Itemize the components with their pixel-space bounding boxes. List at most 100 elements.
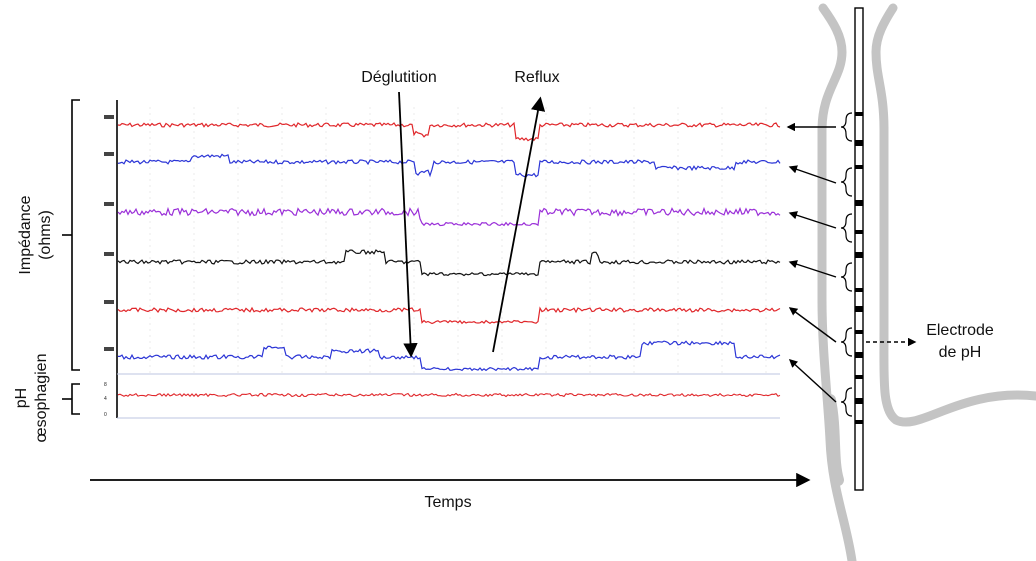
grid-dot <box>501 269 503 271</box>
grid-dot <box>193 329 195 331</box>
grid-dot <box>369 227 371 229</box>
grid-dot <box>545 365 547 367</box>
plot-area <box>116 100 780 419</box>
grid-dot <box>633 299 635 301</box>
grid-dot <box>501 227 503 229</box>
grid-dot <box>765 359 767 361</box>
grid-dot <box>765 317 767 319</box>
grid-dot <box>281 149 283 151</box>
grid-dot <box>677 251 679 253</box>
grid-dot <box>721 203 723 205</box>
grid-dot <box>633 263 635 265</box>
grid-dot <box>677 269 679 271</box>
grid-dot <box>721 281 723 283</box>
grid-dot <box>765 269 767 271</box>
grid-dot <box>633 251 635 253</box>
grid-dot <box>677 311 679 313</box>
grid-dot <box>369 233 371 235</box>
grid-dot <box>193 353 195 355</box>
grid-dot <box>765 293 767 295</box>
grid-dot <box>633 317 635 319</box>
deglutition-label: Déglutition <box>361 69 437 86</box>
grid-dot <box>677 281 679 283</box>
grid-dot <box>633 113 635 115</box>
grid-dot <box>501 197 503 199</box>
grid-dot <box>369 365 371 367</box>
grid-dot <box>193 269 195 271</box>
grid-dot <box>457 227 459 229</box>
grid-dot <box>721 227 723 229</box>
grid-dot <box>677 341 679 343</box>
grid-dot <box>677 335 679 337</box>
grid-dot <box>237 107 239 109</box>
grid-dot <box>677 359 679 361</box>
grid-dot <box>457 239 459 241</box>
grid-dot <box>501 113 503 115</box>
grid-dot <box>765 143 767 145</box>
grid-dot <box>545 137 547 139</box>
grid-dot <box>413 317 415 319</box>
grid-dot <box>501 137 503 139</box>
grid-dot <box>589 293 591 295</box>
grid-dot <box>369 305 371 307</box>
grid-dot <box>721 341 723 343</box>
grid-dot <box>721 293 723 295</box>
grid-dot <box>193 365 195 367</box>
impedance-rings <box>855 112 863 424</box>
grid-dot <box>633 191 635 193</box>
grid-dot <box>193 335 195 337</box>
grid-dot <box>765 299 767 301</box>
impedance-ring <box>855 352 863 358</box>
grid-dot <box>369 107 371 109</box>
grid-dot <box>281 185 283 187</box>
grid-dot <box>149 269 151 271</box>
grid-dot <box>325 179 327 181</box>
grid-dot <box>369 203 371 205</box>
grid-dot <box>281 353 283 355</box>
grid-dot <box>589 203 591 205</box>
grid-dot <box>369 293 371 295</box>
grid-dot <box>721 257 723 259</box>
grid-dot <box>589 143 591 145</box>
grid-dot <box>325 131 327 133</box>
grid-dot <box>369 137 371 139</box>
grid-dot <box>237 245 239 247</box>
grid-dot <box>413 221 415 223</box>
grid-dot <box>721 191 723 193</box>
grid-dot <box>413 233 415 235</box>
grid-dot <box>677 317 679 319</box>
segment-brace <box>840 262 853 292</box>
grid-dot <box>281 203 283 205</box>
impedance-unit-label: (ohms) <box>37 210 54 260</box>
grid-dot <box>281 227 283 229</box>
grid-dot <box>325 113 327 115</box>
grid-dot <box>545 179 547 181</box>
grid-dot <box>457 191 459 193</box>
grid-dot <box>765 149 767 151</box>
grid-dot <box>677 287 679 289</box>
reflux-arrow <box>492 96 546 353</box>
grid-dot <box>149 317 151 319</box>
grid-dot <box>589 341 591 343</box>
grid-dot <box>325 365 327 367</box>
grid-dot <box>457 143 459 145</box>
grid-dot <box>589 125 591 127</box>
grid-dot <box>589 215 591 217</box>
grid-dot <box>589 239 591 241</box>
grid-dot <box>589 107 591 109</box>
grid-dot <box>633 215 635 217</box>
grid-dot <box>149 293 151 295</box>
grid-dot <box>149 347 151 349</box>
grid-dot <box>193 227 195 229</box>
gridlines <box>149 107 767 373</box>
reflux-label: Reflux <box>514 69 559 86</box>
grid-dot <box>457 329 459 331</box>
grid-dot <box>765 335 767 337</box>
grid-dot <box>413 257 415 259</box>
grid-dot <box>457 251 459 253</box>
grid-dot <box>633 305 635 307</box>
grid-dot <box>633 365 635 367</box>
grid-dot <box>457 203 459 205</box>
grid-dot <box>369 323 371 325</box>
impedance-ring <box>855 330 863 334</box>
